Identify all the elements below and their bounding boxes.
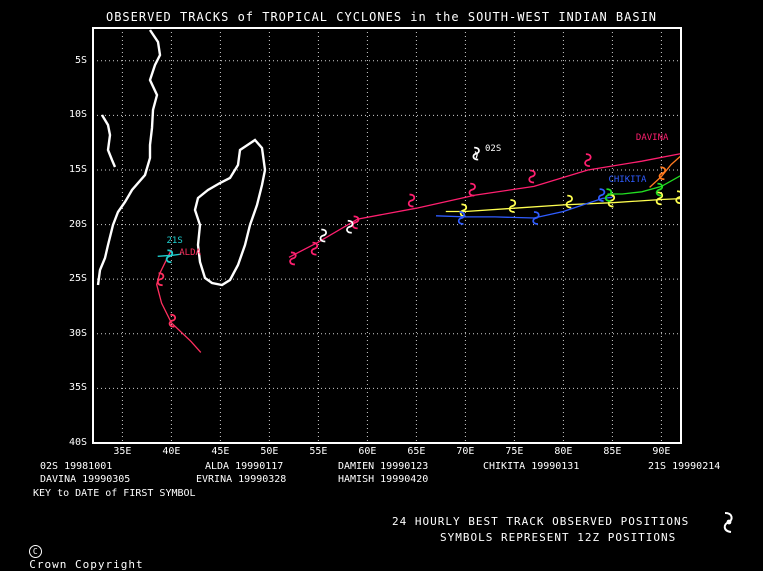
cyclone-symbol-icon [606, 189, 612, 201]
key-entry: DAVINA 19990305 [40, 474, 130, 485]
track-davina [289, 143, 720, 265]
key-entry: CHIKITA 19990131 [483, 461, 579, 472]
cyclone-symbol-icon [566, 196, 572, 208]
lon-tick-label: 40E [162, 446, 180, 457]
key-caption: KEY to DATE of FIRST SYMBOL [33, 488, 196, 499]
madagascar-coastline [195, 140, 265, 285]
lat-tick-label: 10S [69, 109, 87, 120]
lon-tick-label: 50E [260, 446, 278, 457]
copyright: C Crown Copyright [14, 531, 144, 571]
lon-tick-label: 45E [211, 446, 229, 457]
key-entry: ALDA 19990117 [205, 461, 283, 472]
key-entry: 21S 19990214 [648, 461, 720, 472]
track-label: ALDA [179, 248, 201, 258]
key-entry: 02S 19981001 [40, 461, 112, 472]
cyclone-symbol-icon [529, 171, 535, 183]
track-line [446, 192, 763, 212]
lon-tick-label: 75E [505, 446, 523, 457]
lon-tick-label: 90E [652, 446, 670, 457]
cyclone-icon [719, 510, 741, 536]
key-entry: EVRINA 19990328 [196, 474, 286, 485]
cyclone-symbol-icon [290, 252, 296, 264]
copyright-icon: C [29, 545, 42, 558]
cyclone-symbol-icon [347, 221, 353, 233]
lon-tick-label: 85E [603, 446, 621, 457]
lat-tick-label: 25S [69, 273, 87, 284]
lon-tick-label: 70E [456, 446, 474, 457]
lat-tick-label: 20S [69, 219, 87, 230]
track-line [157, 250, 201, 353]
track-label: DAVINA [636, 133, 669, 143]
track-21s [158, 250, 182, 262]
track-evrina [446, 191, 763, 216]
lat-tick-label: 40S [69, 437, 87, 448]
lat-tick-label: 5S [75, 55, 87, 66]
cyclone-symbol-icon [469, 184, 475, 196]
cyclone-symbol-icon [660, 167, 666, 179]
track-label: 21S [167, 236, 183, 246]
cyclone-symbol-icon [409, 195, 415, 207]
lat-tick-label: 30S [69, 328, 87, 339]
lon-tick-label: 80E [554, 446, 572, 457]
footer-line-1: 24 HOURLY BEST TRACK OBSERVED POSITIONS [392, 515, 689, 528]
lon-tick-label: 35E [113, 446, 131, 457]
track-alda [157, 250, 201, 353]
lon-tick-label: 55E [309, 446, 327, 457]
cyclone-symbol-icon [533, 212, 539, 224]
key-entry: HAMISH 19990420 [338, 474, 428, 485]
lat-tick-label: 35S [69, 382, 87, 393]
track-label: CHIKITA [608, 175, 646, 185]
cyclone-symbol-icon [510, 200, 516, 212]
track-label: 02S [485, 144, 501, 154]
footer-line-2: SYMBOLS REPRESENT 12Z POSITIONS [440, 531, 676, 544]
cyclone-symbol-icon [585, 154, 591, 166]
lon-tick-label: 65E [407, 446, 425, 457]
africa-coastline [98, 30, 160, 285]
track-layer [157, 143, 763, 353]
lat-tick-label: 15S [69, 164, 87, 175]
key-entry: DAMIEN 19990123 [338, 461, 428, 472]
lon-tick-label: 60E [358, 446, 376, 457]
cyclone-symbol-icon [353, 216, 359, 228]
track-chikita [436, 189, 612, 224]
